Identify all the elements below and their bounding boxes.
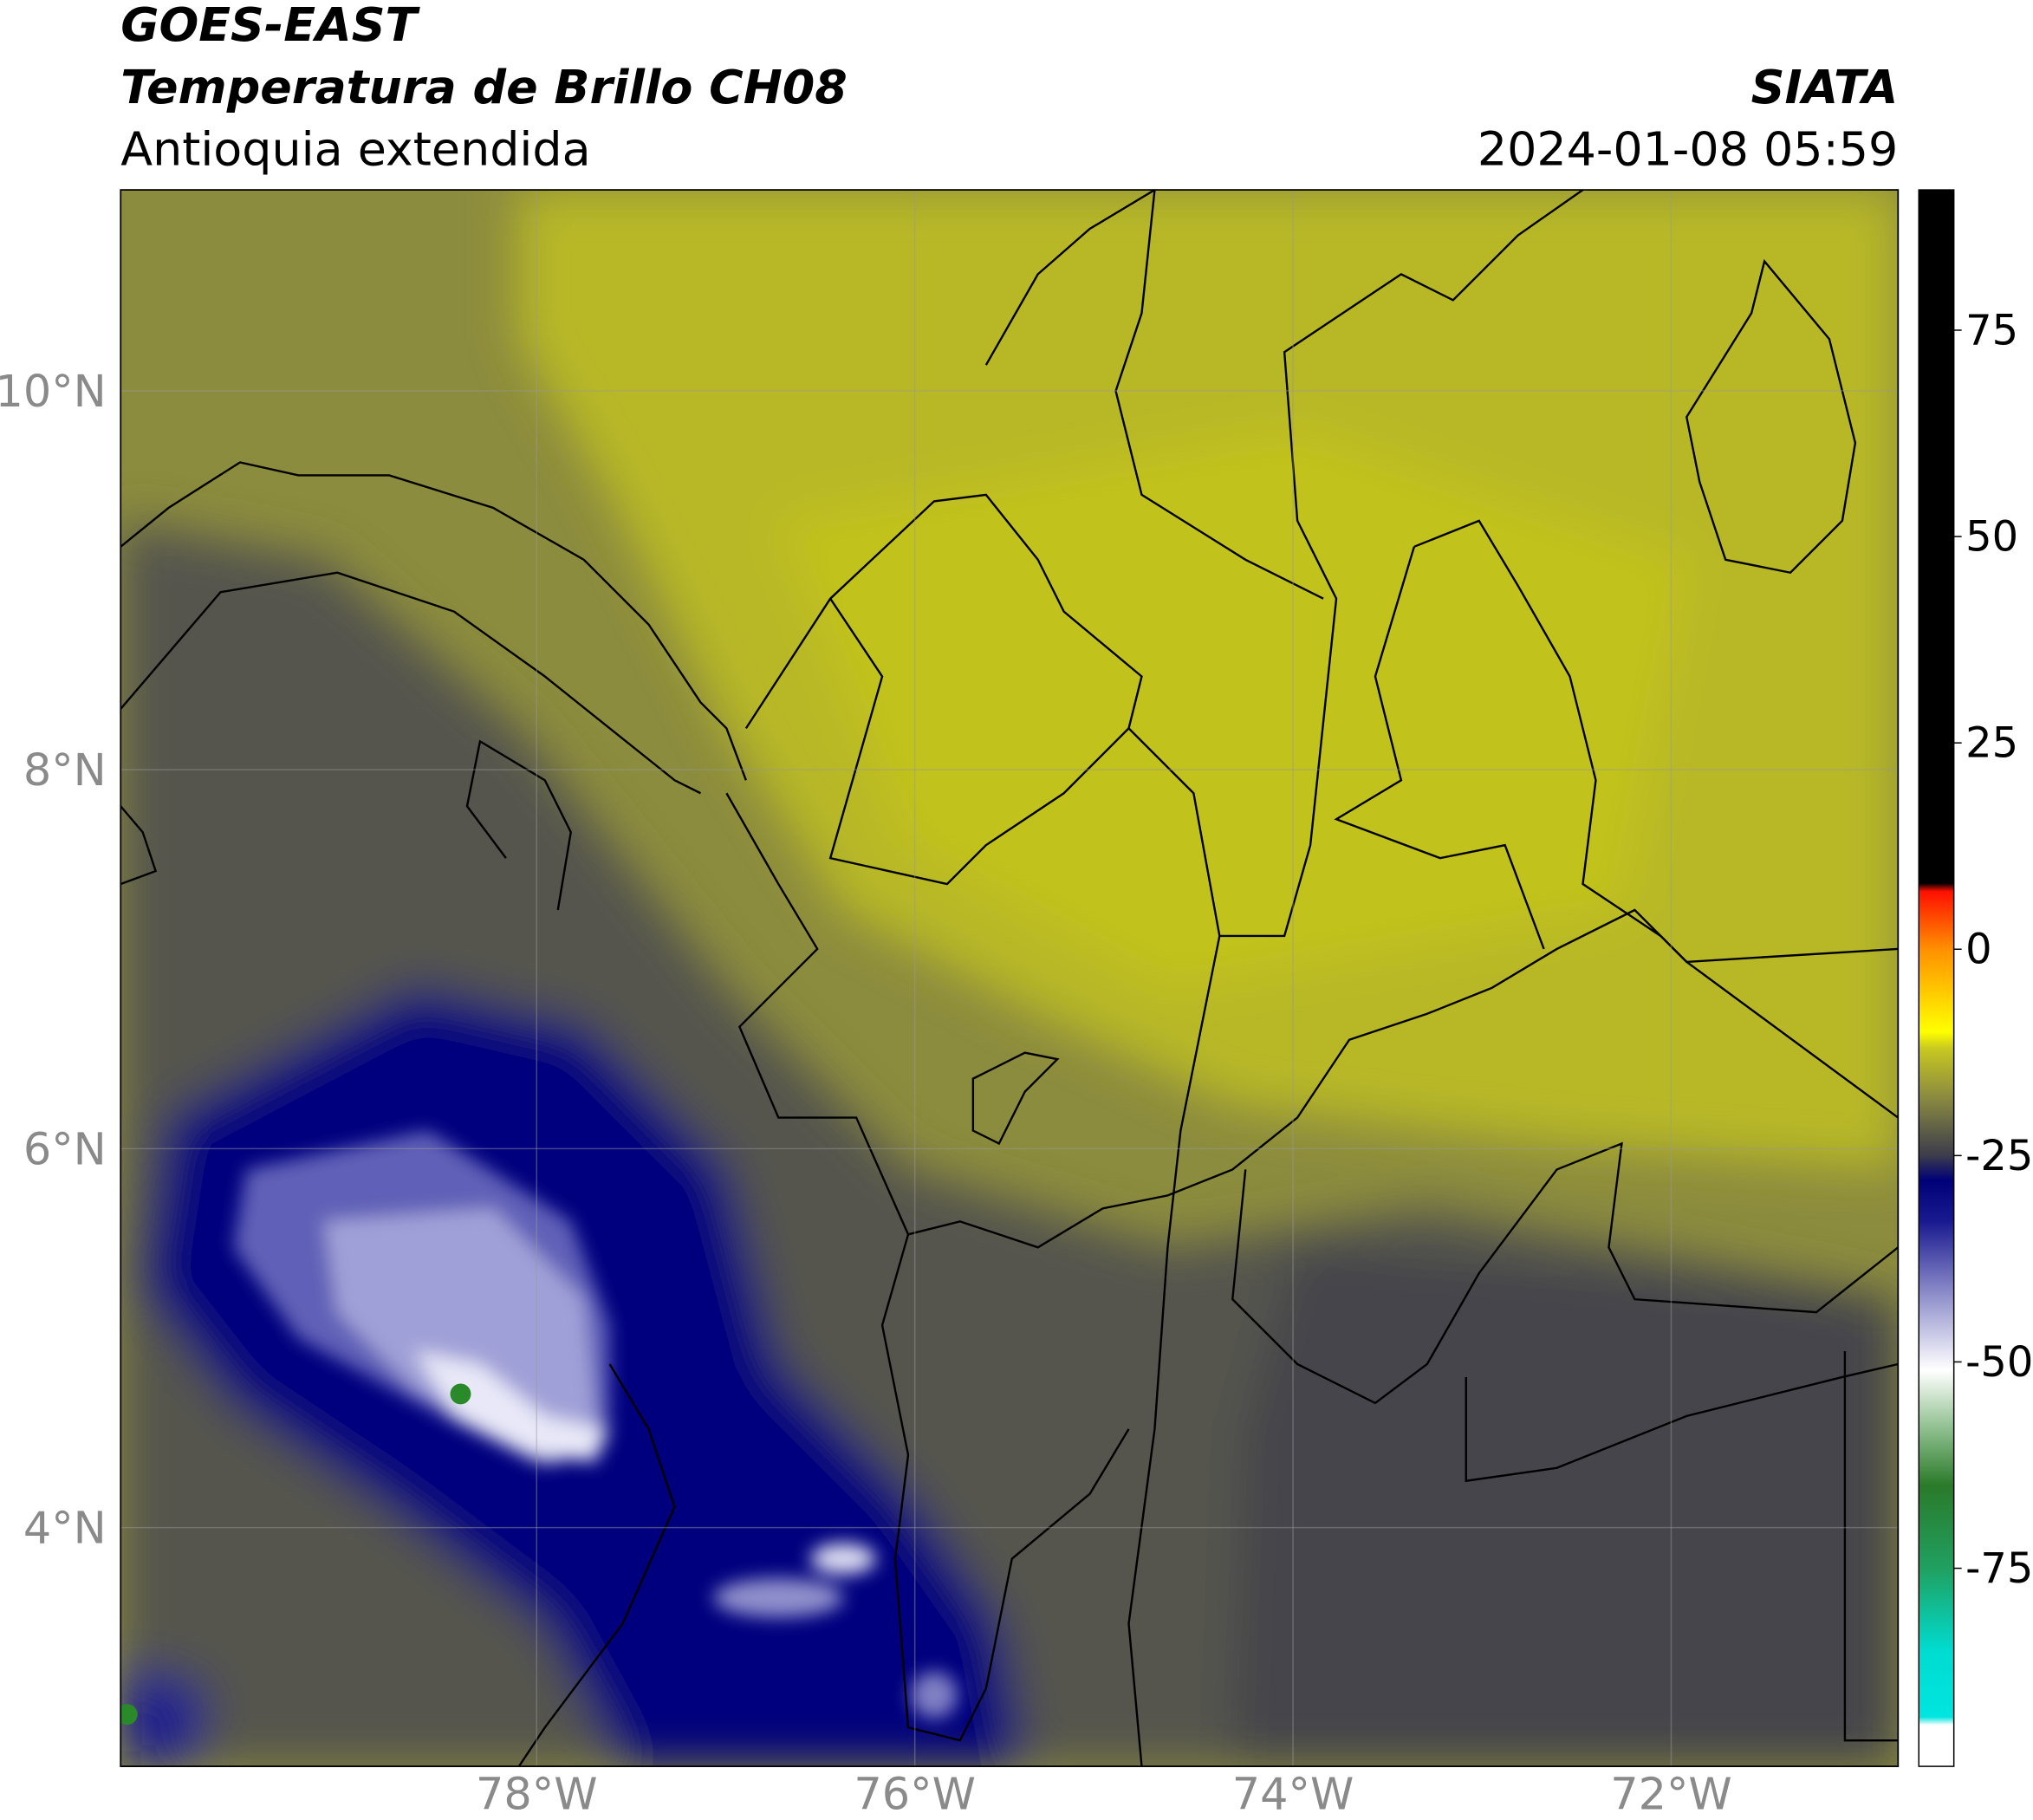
x-tick-label: 74°W [1232,1770,1354,1820]
y-tick-label: 4°N [23,1504,107,1555]
graticule [120,190,1899,1767]
datetime: 2024-01-08 05:59 [1478,122,1898,177]
map-frame [120,189,1900,1768]
boundaries [120,190,1899,1767]
y-tick-label: 6°N [23,1124,107,1175]
colorbar [1918,189,1955,1767]
cold-core [450,1383,471,1405]
x-tick-label: 78°W [476,1770,598,1820]
title: GOES-EAST [120,0,420,52]
y-tick-label: 10°N [0,367,107,418]
colorbar-tick-label: 50 [1965,514,2018,562]
x-tick-label: 76°W [854,1770,976,1820]
colorbar-tick-label: -25 [1965,1133,2033,1180]
subtitle: Temperatura de Brillo CH08 [120,60,848,114]
colorbar-tick-label: 75 [1965,307,2018,354]
colorbar-tick-label: -75 [1965,1545,2033,1593]
colorbar-tick-label: 0 [1965,926,1991,974]
source: SIATA [1751,60,1899,114]
cold-core [120,1704,138,1726]
satellite-image [120,190,1899,1767]
colorbar-tick-label: 25 [1965,720,2018,768]
x-tick-label: 72°W [1610,1770,1732,1820]
colorbar-tick-label: -50 [1965,1339,2033,1387]
region: Antioquia extendida [120,122,590,177]
y-tick-label: 8°N [23,745,107,796]
